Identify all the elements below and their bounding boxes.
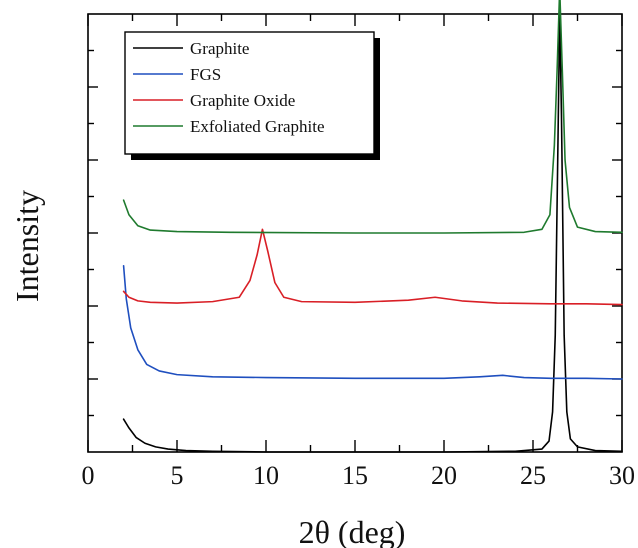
x-tick-label: 30: [609, 461, 635, 490]
series-line-graphite: [122, 13, 623, 453]
legend-label: FGS: [190, 65, 221, 84]
x-tick-labels: 0 5 10 15 20 25 30: [82, 461, 636, 490]
legend-label: Graphite Oxide: [190, 91, 295, 110]
legend: Graphite FGS Graphite Oxide Exfoliated Grap…: [124, 31, 380, 160]
series-lines: [122, 0, 623, 453]
x-tick-label: 0: [82, 461, 95, 490]
series-line-exfoliated-graphite: [122, 0, 623, 234]
axis-ticks: [87, 14, 623, 452]
legend-label: Exfoliated Graphite: [190, 117, 325, 136]
x-tick-label: 10: [253, 461, 279, 490]
series-line-fgs: [122, 265, 623, 380]
y-axis-label: Intensity: [9, 190, 45, 302]
x-tick-label: 20: [431, 461, 457, 490]
legend-label: Graphite: [190, 39, 249, 58]
x-tick-label: 15: [342, 461, 368, 490]
series-line-graphite-oxide: [122, 228, 623, 306]
legend-box: [124, 31, 375, 155]
legend-entries: Graphite FGS Graphite Oxide Exfoliated Grap…: [133, 39, 325, 136]
x-tick-label: 5: [171, 461, 184, 490]
x-tick-label: 25: [520, 461, 546, 490]
x-axis-label: 2θ (deg): [299, 514, 406, 548]
